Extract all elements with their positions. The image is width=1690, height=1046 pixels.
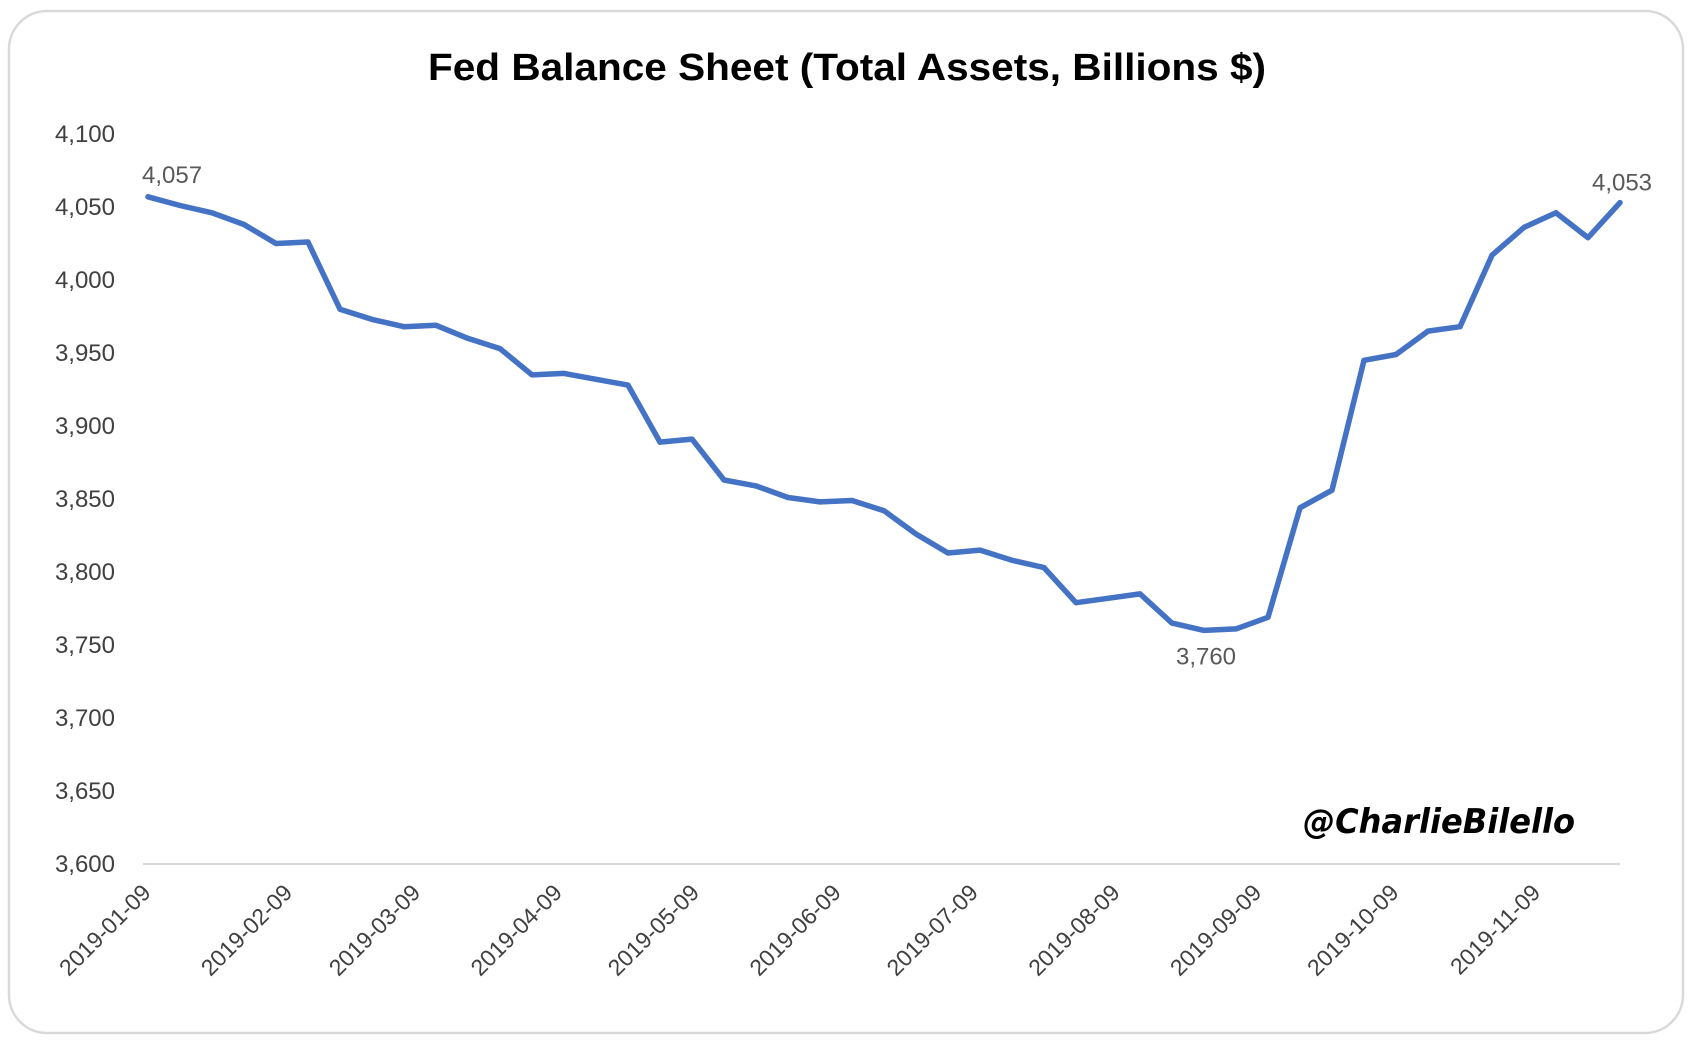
data-point — [465, 335, 471, 341]
y-tick-label: 4,050 — [55, 194, 115, 221]
data-point — [561, 370, 567, 376]
data-point — [817, 499, 823, 505]
y-tick-label: 3,600 — [55, 851, 115, 878]
watermark: @CharlieBilello — [1303, 802, 1575, 842]
y-tick-label: 3,700 — [55, 705, 115, 732]
y-tick-label: 3,900 — [55, 413, 115, 440]
data-point — [1169, 620, 1175, 626]
data-point — [1009, 557, 1015, 563]
y-tick-label: 3,750 — [55, 632, 115, 659]
data-point — [913, 531, 919, 537]
data-point — [369, 316, 375, 322]
data-points — [145, 194, 1623, 634]
data-point — [1489, 252, 1495, 258]
data-point — [1553, 210, 1559, 216]
data-point — [593, 376, 599, 382]
y-tick-label: 3,650 — [55, 778, 115, 805]
data-point — [689, 436, 695, 442]
data-label: 3,760 — [1176, 643, 1236, 670]
data-point — [1233, 626, 1239, 632]
data-point — [1201, 627, 1207, 634]
data-point — [1457, 324, 1463, 330]
data-point — [401, 324, 407, 330]
y-tick-label: 4,100 — [55, 121, 115, 148]
data-point — [273, 240, 279, 247]
data-label: 4,057 — [142, 162, 202, 189]
data-point — [1137, 591, 1143, 597]
data-point — [1617, 200, 1623, 206]
data-point — [977, 547, 983, 553]
chart-title: Fed Balance Sheet (Total Assets, Billion… — [428, 47, 1266, 89]
data-point — [177, 202, 183, 209]
y-tick-label: 3,800 — [55, 559, 115, 586]
data-point — [305, 239, 311, 245]
data-point — [497, 346, 503, 352]
data-point — [945, 550, 951, 556]
y-tick-label: 3,850 — [55, 486, 115, 513]
data-point — [433, 322, 439, 328]
data-point — [1297, 505, 1303, 511]
data-point — [849, 497, 855, 504]
y-tick-label: 4,000 — [55, 267, 115, 294]
data-point — [145, 194, 151, 200]
data-point — [209, 210, 215, 216]
data-labels: 4,057 3,760 4,053 — [142, 162, 1652, 671]
y-tick-label: 3,950 — [55, 340, 115, 367]
data-point — [1329, 487, 1335, 493]
data-point — [753, 483, 759, 489]
data-point — [625, 382, 631, 388]
data-point — [1361, 357, 1367, 363]
data-point — [241, 221, 247, 228]
data-point — [657, 439, 663, 445]
data-point — [1265, 614, 1271, 620]
data-point — [337, 306, 343, 312]
data-point — [881, 508, 887, 514]
data-point — [721, 477, 727, 483]
data-point — [1585, 235, 1591, 241]
data-point — [1393, 351, 1399, 358]
data-label: 4,053 — [1592, 170, 1652, 197]
data-point — [1425, 328, 1431, 334]
data-point — [1105, 595, 1111, 601]
data-point — [529, 372, 535, 378]
data-point — [785, 494, 791, 501]
y-axis-ticks: 3,600 3,650 3,700 3,750 3,800 3,850 3,900 3,950… — [55, 121, 115, 878]
data-point — [1073, 600, 1079, 606]
data-point — [1521, 224, 1527, 230]
chart-card — [7, 9, 1685, 1035]
data-point — [1041, 565, 1047, 571]
